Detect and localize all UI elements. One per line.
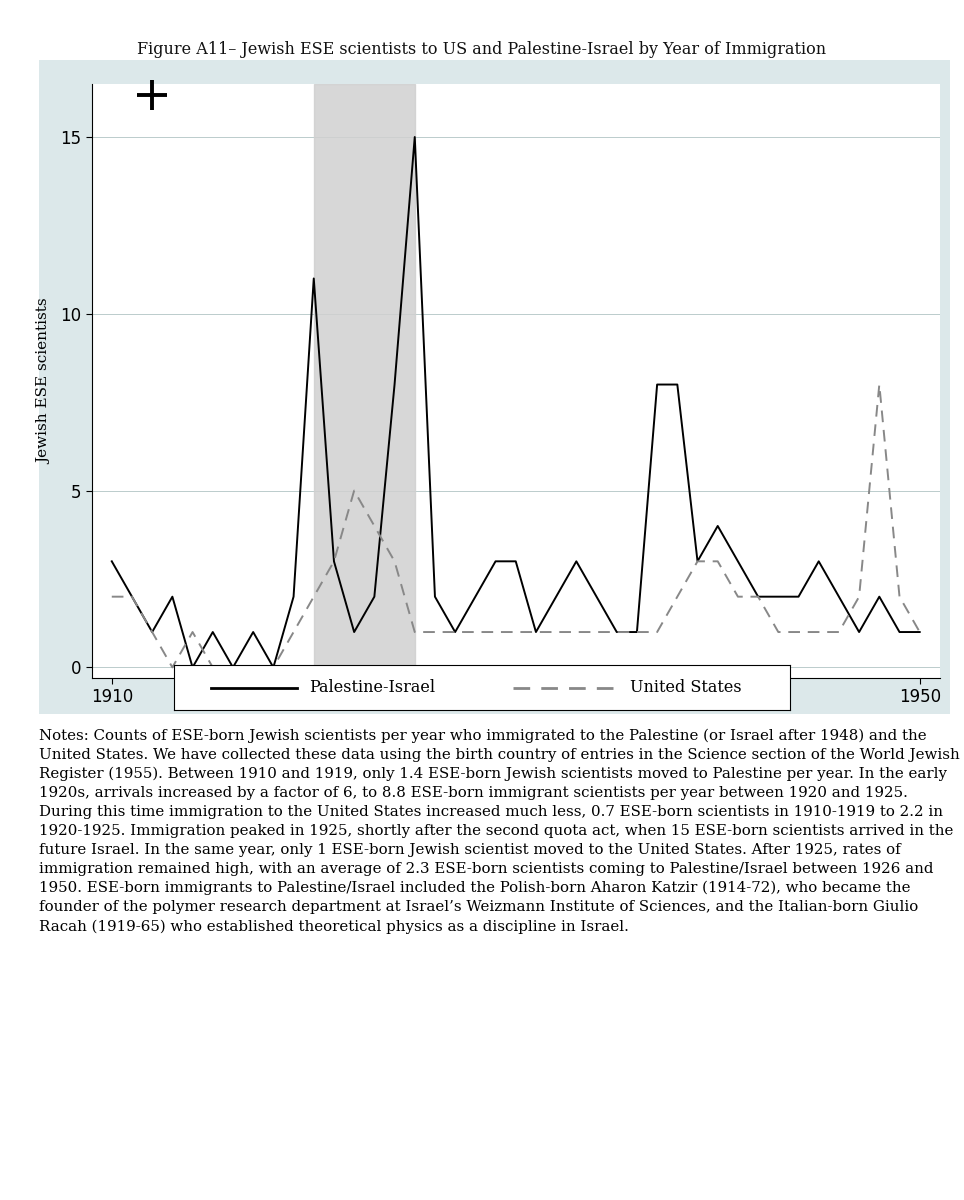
Text: United States: United States <box>630 679 741 696</box>
Text: Palestine-Israel: Palestine-Israel <box>309 679 436 696</box>
Y-axis label: Jewish ESE scientists: Jewish ESE scientists <box>38 298 52 464</box>
Text: Notes: Counts of ESE-born Jewish scientists per year who immigrated to the Pales: Notes: Counts of ESE-born Jewish scienti… <box>39 728 959 934</box>
Text: Figure A11– Jewish ESE scientists to US and Palestine-Israel by Year of Immigrat: Figure A11– Jewish ESE scientists to US … <box>138 41 826 58</box>
Bar <box>313 84 415 678</box>
